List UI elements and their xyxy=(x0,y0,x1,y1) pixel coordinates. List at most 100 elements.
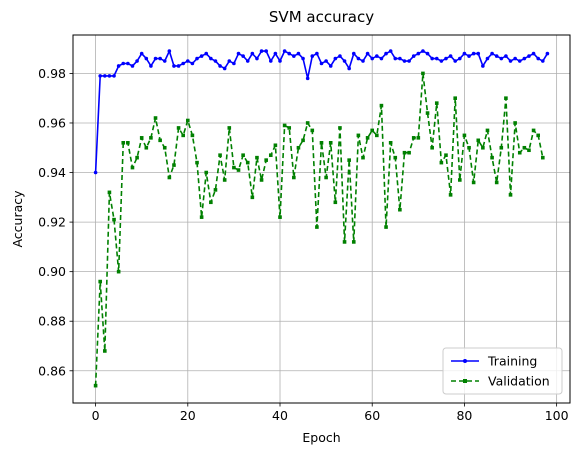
validation-data-point xyxy=(241,153,245,157)
validation-data-point xyxy=(513,121,517,125)
training-data-point xyxy=(384,51,388,56)
training-data-point xyxy=(241,54,245,58)
validation-data-point xyxy=(278,215,282,219)
validation-data-point xyxy=(93,383,98,388)
x-tick-label: 80 xyxy=(456,408,472,423)
validation-data-point xyxy=(324,175,328,180)
training-data-point xyxy=(116,64,121,68)
validation-data-point xyxy=(481,145,485,150)
validation-data-point xyxy=(310,128,315,133)
training-data-point xyxy=(398,56,402,61)
training-data-point xyxy=(126,61,130,66)
validation-data-point xyxy=(384,225,388,229)
training-data-point xyxy=(361,59,365,63)
validation-data-point xyxy=(292,175,296,180)
training-data-point xyxy=(393,56,398,61)
training-data-point xyxy=(485,56,490,61)
validation-data-point xyxy=(471,180,476,185)
training-data-point xyxy=(517,59,522,63)
training-data-point xyxy=(268,59,273,63)
training-data-point xyxy=(181,61,185,66)
validation-data-point xyxy=(453,96,458,100)
validation-data-point xyxy=(467,145,471,150)
validation-data-point xyxy=(448,193,453,197)
validation-data-point xyxy=(361,155,365,160)
training-data-point xyxy=(245,59,250,63)
training-data-point xyxy=(236,51,241,56)
y-axis-title: Accuracy xyxy=(10,190,25,248)
training-data-point xyxy=(190,61,195,66)
legend-training-marker xyxy=(463,359,467,363)
training-data-point xyxy=(434,56,439,61)
training-data-point xyxy=(218,64,222,68)
training-data-point xyxy=(411,54,416,58)
training-data-point xyxy=(153,56,158,61)
training-data-point xyxy=(227,59,232,63)
training-data-point xyxy=(540,59,545,63)
training-data-point xyxy=(508,59,513,63)
validation-data-point xyxy=(162,145,167,150)
training-data-point xyxy=(232,61,236,66)
training-data-point xyxy=(287,51,292,56)
validation-data-point xyxy=(130,165,135,170)
training-data-point xyxy=(365,51,370,56)
validation-data-point xyxy=(121,140,126,145)
validation-data-point xyxy=(398,207,402,212)
validation-data-point xyxy=(135,155,139,160)
validation-data-point xyxy=(158,138,162,143)
validation-data-point xyxy=(98,279,103,284)
training-data-point xyxy=(296,51,301,56)
training-data-point xyxy=(388,49,393,53)
training-data-point xyxy=(504,54,508,58)
validation-data-point xyxy=(227,126,232,130)
validation-data-point xyxy=(268,153,273,157)
training-data-point xyxy=(319,61,324,66)
y-tick-label: 0.98 xyxy=(38,66,66,81)
training-data-point xyxy=(250,51,255,56)
legend-training-label: Training xyxy=(487,354,537,369)
validation-data-point xyxy=(204,170,209,175)
validation-data-point xyxy=(421,71,425,76)
x-tick-label: 20 xyxy=(180,408,196,423)
validation-data-point xyxy=(139,136,144,140)
training-data-point xyxy=(167,49,172,53)
training-data-point xyxy=(195,56,199,61)
training-data-point xyxy=(144,56,149,61)
validation-data-point xyxy=(185,118,190,123)
training-data-point xyxy=(448,54,453,58)
validation-data-point xyxy=(342,240,347,244)
training-data-point xyxy=(282,49,287,53)
training-data-point xyxy=(356,56,361,61)
training-data-point xyxy=(513,56,517,61)
y-tick-label: 0.88 xyxy=(38,314,66,329)
training-data-point xyxy=(421,49,425,53)
validation-data-point xyxy=(522,145,527,150)
training-data-point xyxy=(301,56,305,61)
validation-data-point xyxy=(153,116,158,120)
validation-data-point xyxy=(264,158,268,162)
training-data-point xyxy=(416,51,421,56)
y-tick-label: 0.86 xyxy=(38,363,66,378)
training-data-point xyxy=(139,51,144,56)
validation-data-point xyxy=(195,160,199,165)
validation-data-point xyxy=(172,163,176,167)
validation-data-point xyxy=(508,193,513,197)
validation-data-point xyxy=(379,103,384,108)
validation-data-point xyxy=(181,133,185,138)
training-data-point xyxy=(375,54,379,58)
chart-title: SVM accuracy xyxy=(269,8,374,26)
validation-data-point xyxy=(107,190,112,195)
validation-data-point xyxy=(222,178,227,182)
training-data-point xyxy=(222,66,227,71)
legend: Training Validation xyxy=(442,347,563,395)
training-data-point xyxy=(471,51,476,56)
validation-data-point xyxy=(370,128,375,133)
validation-data-point xyxy=(485,128,490,133)
x-tick-label: 60 xyxy=(364,408,380,423)
validation-data-point xyxy=(388,140,393,145)
training-data-point xyxy=(315,51,319,56)
plot-area xyxy=(73,35,570,403)
training-data-point xyxy=(379,56,384,61)
validation-data-point xyxy=(305,121,310,125)
validation-series-line xyxy=(94,72,544,386)
